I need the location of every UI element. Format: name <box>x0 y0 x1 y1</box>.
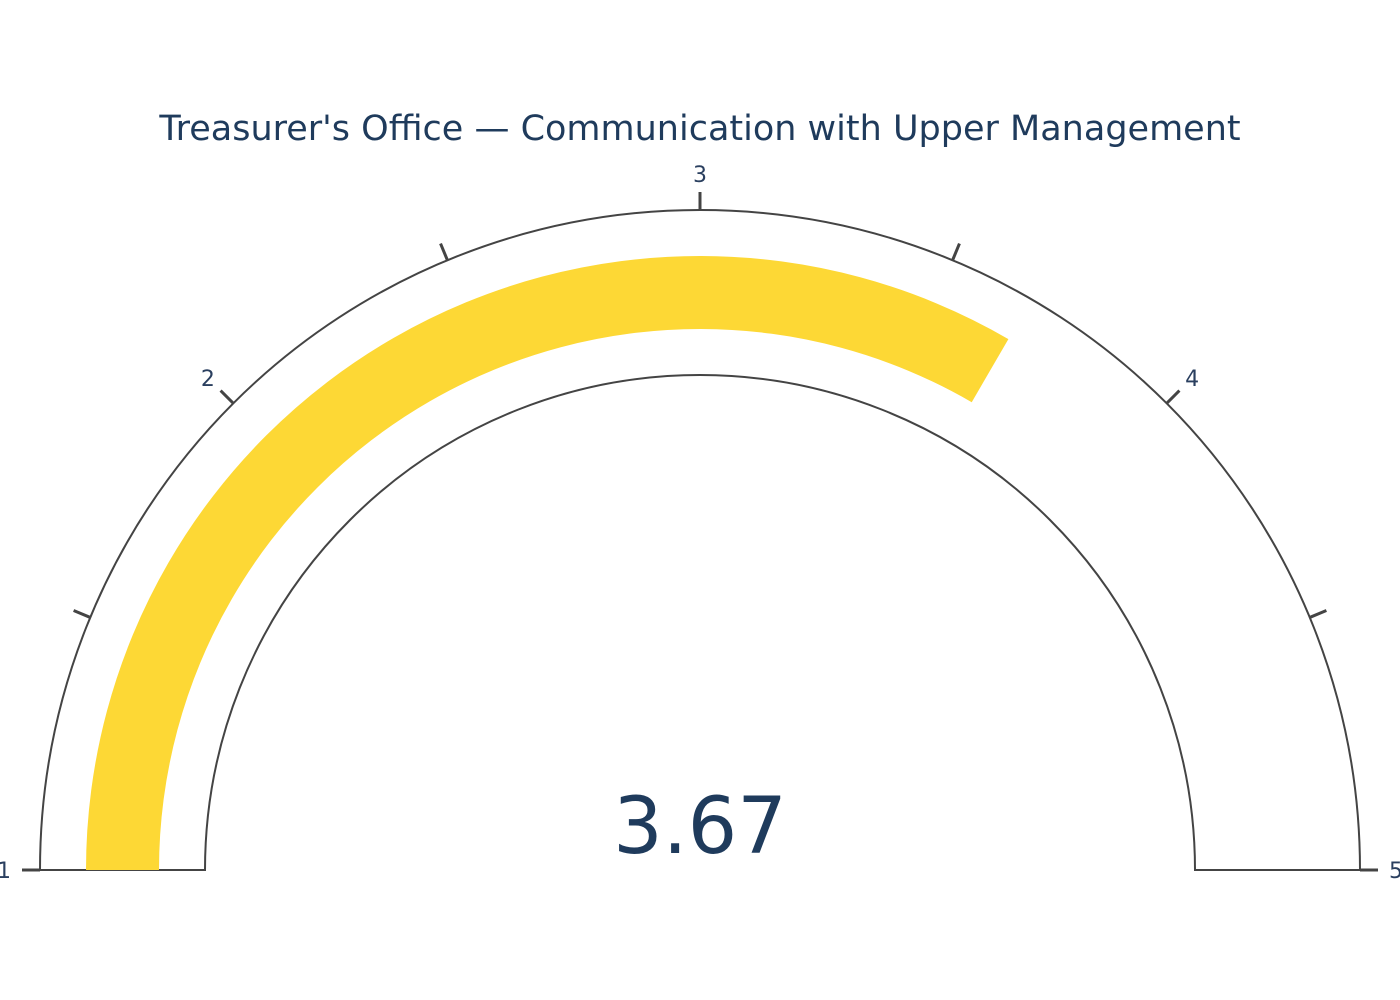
gauge-value-bar <box>86 255 1009 870</box>
gauge-tick-label: 4 <box>1185 367 1199 392</box>
gauge-tick <box>73 609 91 619</box>
gauge-body: 1 2 3 4 5 <box>0 163 1400 884</box>
gauge-tick-label: 5 <box>1389 859 1400 884</box>
gauge-tick <box>219 389 235 405</box>
gauge-tick <box>1165 389 1181 405</box>
gauge-tick-label: 2 <box>201 367 215 392</box>
gauge-tick-label: 1 <box>0 859 11 884</box>
gauge-tick <box>439 243 449 261</box>
chart-title: Treasurer's Office — Communication with … <box>158 109 1240 149</box>
gauge-tick-label: 3 <box>693 163 707 188</box>
gauge-value-label: 3.67 <box>613 782 787 872</box>
gauge-tick <box>1309 609 1327 619</box>
gauge-tick <box>951 243 961 261</box>
